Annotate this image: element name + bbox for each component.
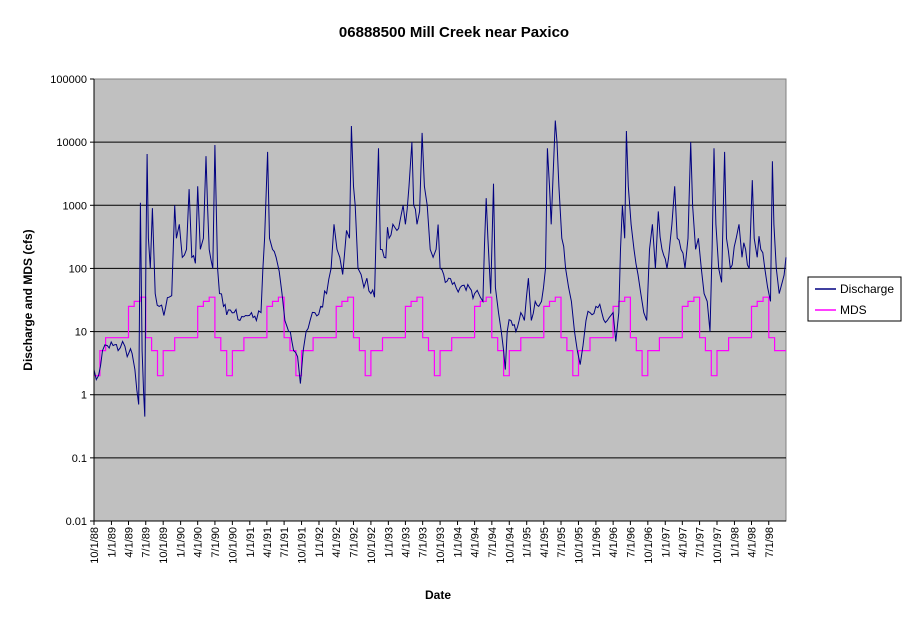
x-tick-label: 4/1/96 <box>608 527 620 558</box>
x-tick-label: 7/1/89 <box>141 527 153 558</box>
series-layer <box>93 120 787 417</box>
y-axis-title: Discharge and MDS (cfs) <box>21 229 35 370</box>
discharge-series-line <box>93 120 787 417</box>
x-tick-label: 10/1/94 <box>504 527 516 564</box>
y-tick-label: 100 <box>69 263 87 275</box>
plot-area <box>93 78 787 522</box>
y-tick-label: 10 <box>75 327 87 339</box>
y-tick-label: 100000 <box>50 74 87 86</box>
x-tick-label: 7/1/95 <box>556 527 568 558</box>
x-tick-label: 4/1/98 <box>747 527 759 558</box>
x-tick-label: 7/1/93 <box>418 527 430 558</box>
x-tick-label: 10/1/88 <box>89 527 101 564</box>
x-tick-label: 4/1/92 <box>331 527 343 558</box>
chart-title: 06888500 Mill Creek near Paxico <box>339 24 569 41</box>
x-tick-label: 4/1/97 <box>677 527 689 558</box>
x-tick-label: 1/1/90 <box>176 527 188 558</box>
x-tick-label: 10/1/91 <box>297 527 309 564</box>
x-tick-label: 7/1/91 <box>279 527 291 558</box>
x-tick-label: 4/1/95 <box>539 527 551 558</box>
x-tick-label: 1/1/89 <box>106 527 118 558</box>
legend-label-mds: MDS <box>840 303 867 317</box>
x-tick-label: 7/1/98 <box>764 527 776 558</box>
x-tick-label: 7/1/92 <box>348 527 360 558</box>
x-tick-label: 10/1/89 <box>158 527 170 564</box>
grid-lines <box>94 141 786 459</box>
x-axis-ticks: 10/1/88 1/1/89 4/1/89 7/1/89 10/1/89 1/1/90 4/… <box>89 521 776 564</box>
x-axis-title: Date <box>425 588 451 602</box>
y-tick-label: 1 <box>81 390 87 402</box>
legend: Discharge MDS <box>807 276 902 322</box>
y-axis-ticks: 0.01 0.1 1 10 100 1000 10000 100000 <box>50 74 94 528</box>
x-tick-label: 4/1/89 <box>123 527 135 558</box>
x-tick-label: 10/1/96 <box>643 527 655 564</box>
x-tick-label: 7/1/97 <box>695 527 707 558</box>
legend-label-discharge: Discharge <box>840 282 894 296</box>
x-tick-label: 1/1/91 <box>245 527 257 558</box>
x-tick-label: 4/1/93 <box>400 527 412 558</box>
x-tick-label: 7/1/90 <box>210 527 222 558</box>
x-tick-label: 7/1/94 <box>487 527 499 558</box>
legend-box <box>807 276 902 322</box>
y-tick-label: 1000 <box>63 200 87 212</box>
x-tick-label: 1/1/92 <box>314 527 326 558</box>
x-tick-label: 7/1/96 <box>625 527 637 558</box>
x-tick-label: 1/1/97 <box>660 527 672 558</box>
x-tick-label: 10/1/97 <box>712 527 724 564</box>
x-tick-label: 4/1/94 <box>470 527 482 558</box>
x-tick-label: 1/1/94 <box>453 527 465 558</box>
x-tick-label: 10/1/95 <box>573 527 585 564</box>
x-tick-label: 1/1/93 <box>383 527 395 558</box>
x-tick-label: 1/1/98 <box>729 527 741 558</box>
x-tick-label: 4/1/91 <box>262 527 274 558</box>
mds-series-line <box>94 296 786 377</box>
x-tick-label: 4/1/90 <box>193 527 205 558</box>
x-tick-label: 1/1/96 <box>591 527 603 558</box>
y-tick-label: 0.1 <box>72 453 87 465</box>
x-tick-label: 1/1/95 <box>522 527 534 558</box>
x-tick-label: 10/1/90 <box>227 527 239 564</box>
x-tick-label: 10/1/92 <box>366 527 378 564</box>
y-tick-label: 10000 <box>56 137 87 149</box>
y-tick-label: 0.01 <box>66 516 87 528</box>
x-tick-label: 10/1/93 <box>435 527 447 564</box>
